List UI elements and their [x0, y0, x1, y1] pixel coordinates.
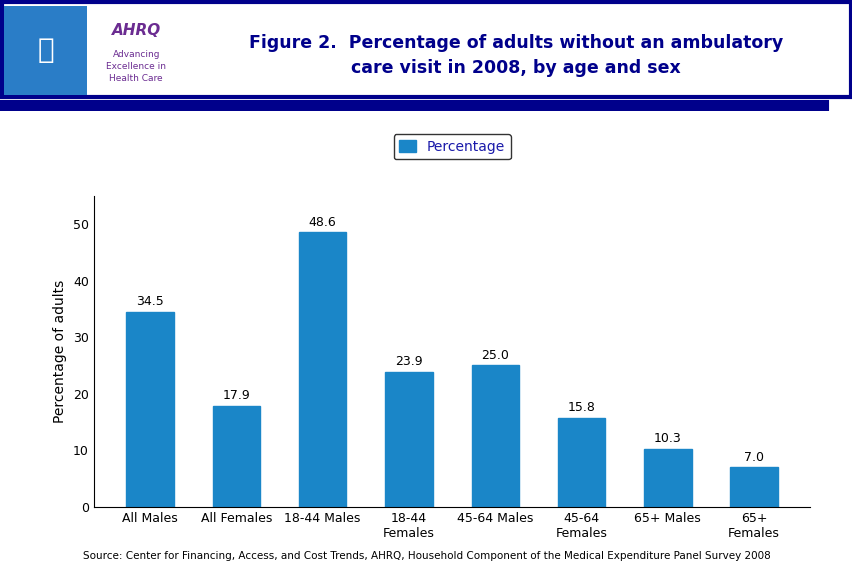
FancyBboxPatch shape	[2, 2, 850, 97]
Bar	[212, 406, 260, 507]
Bar	[557, 418, 605, 507]
Bar	[385, 372, 432, 507]
Bar	[126, 312, 174, 507]
Y-axis label: Percentage of adults: Percentage of adults	[54, 280, 67, 423]
Text: 7.0: 7.0	[743, 451, 763, 464]
Bar	[471, 366, 518, 507]
Text: AHRQ: AHRQ	[112, 23, 161, 38]
Text: Health Care: Health Care	[109, 74, 163, 82]
Bar	[643, 449, 691, 507]
Text: 25.0: 25.0	[481, 349, 509, 362]
Bar	[298, 232, 346, 507]
Text: Advancing: Advancing	[112, 50, 160, 59]
Text: 17.9: 17.9	[222, 389, 250, 402]
Text: 34.5: 34.5	[136, 295, 164, 308]
Bar	[729, 467, 777, 507]
Text: care visit in 2008, by age and sex: care visit in 2008, by age and sex	[351, 59, 680, 77]
Text: 48.6: 48.6	[308, 215, 337, 229]
Text: Source: Center for Financing, Access, and Cost Trends, AHRQ, Household Component: Source: Center for Financing, Access, an…	[83, 551, 769, 561]
Text: 10.3: 10.3	[653, 432, 681, 445]
Text: 15.8: 15.8	[567, 401, 595, 414]
Text: 🦅: 🦅	[37, 36, 54, 65]
Text: Excellence in: Excellence in	[106, 62, 166, 71]
Text: Figure 2.  Percentage of adults without an ambulatory: Figure 2. Percentage of adults without a…	[249, 34, 782, 52]
Legend: Percentage: Percentage	[393, 134, 510, 160]
Text: 23.9: 23.9	[394, 355, 423, 368]
FancyBboxPatch shape	[4, 6, 87, 95]
